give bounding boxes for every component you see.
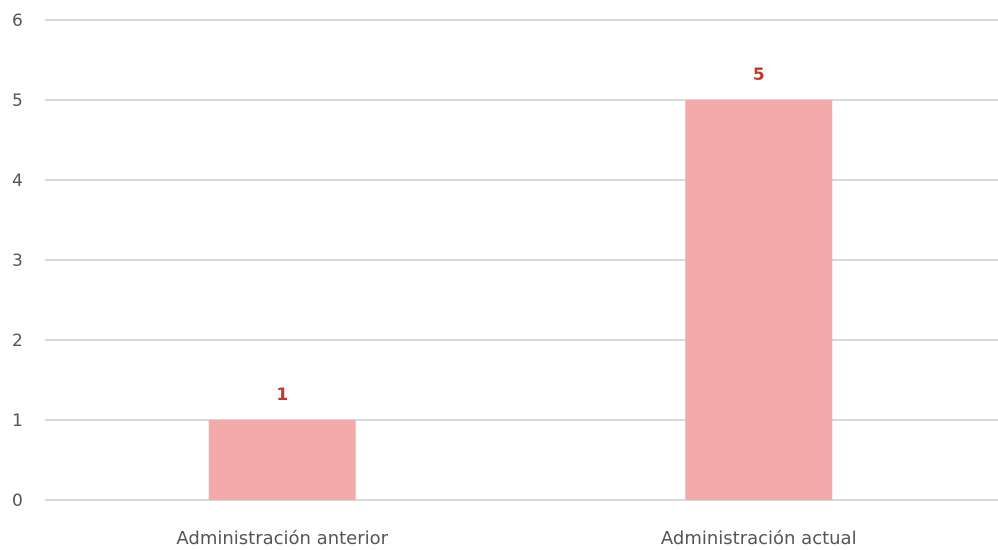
- labels: 0 1 2 3 4 5 6 1 Administración anterior 5 Administ…: [12, 11, 857, 549]
- y-tick-label: 1: [12, 411, 23, 431]
- bar-1: [685, 100, 833, 500]
- gridlines: [45, 19, 998, 501]
- y-tick-label: 5: [12, 91, 23, 111]
- y-tick-label: 0: [12, 491, 23, 511]
- bar-0: [208, 420, 356, 500]
- x-category-label: Administración actual: [661, 528, 857, 549]
- y-tick-label: 3: [12, 251, 23, 271]
- y-tick-label: 4: [12, 171, 23, 191]
- data-label: 1: [276, 385, 288, 405]
- bars: [208, 100, 833, 500]
- data-label: 5: [753, 65, 765, 85]
- y-tick-label: 6: [12, 11, 23, 31]
- y-tick-label: 2: [12, 331, 23, 351]
- x-category-label: Administración anterior: [176, 528, 388, 549]
